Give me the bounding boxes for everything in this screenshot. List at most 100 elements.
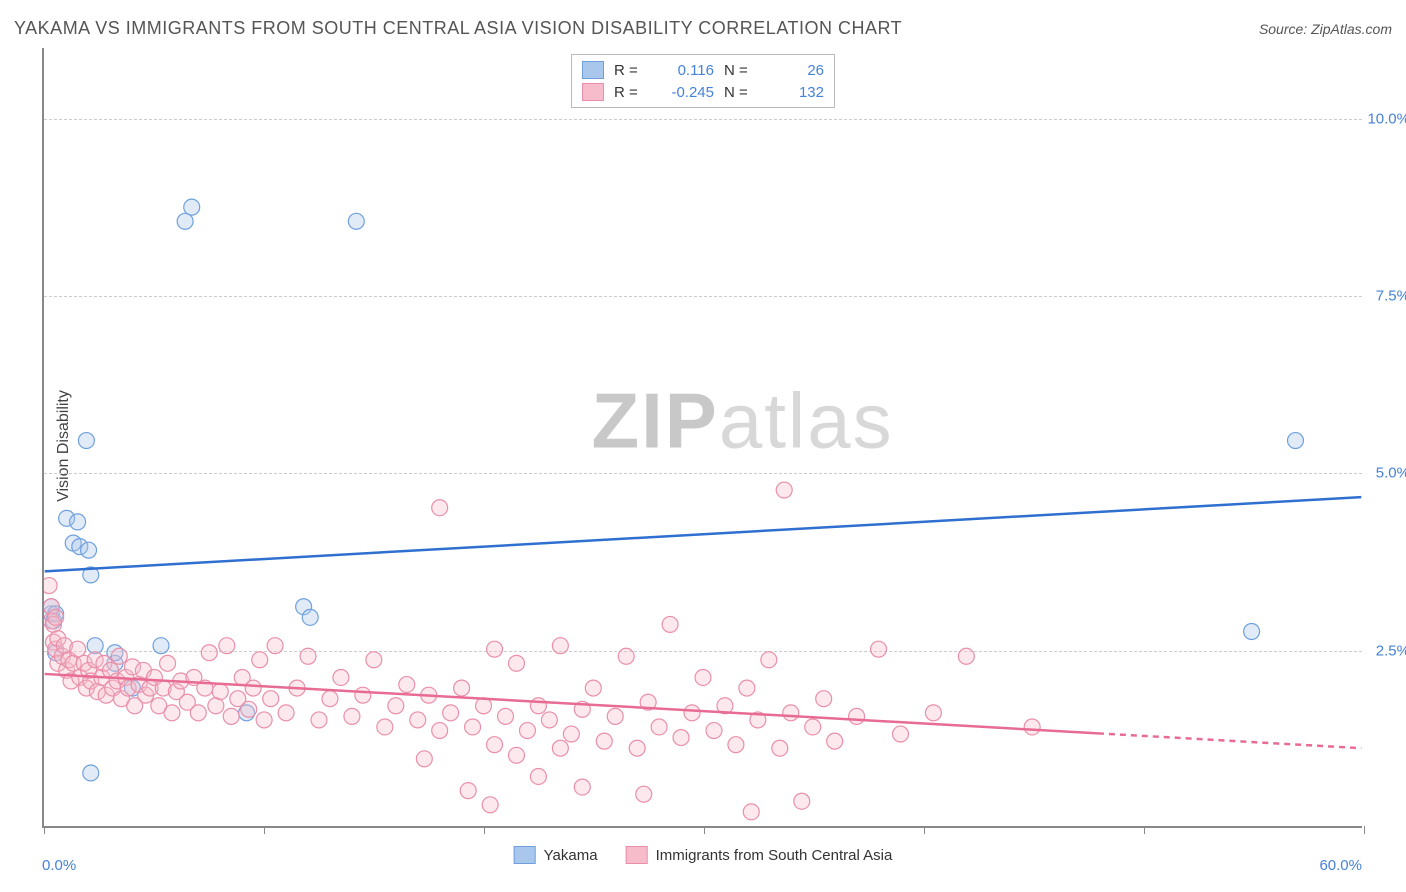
stat-r-value: 0.116 <box>656 62 714 79</box>
data-point <box>44 578 57 594</box>
data-point <box>366 652 382 668</box>
data-point <box>530 769 546 785</box>
x-axis-min-label: 0.0% <box>42 857 76 874</box>
data-point <box>530 698 546 714</box>
data-point <box>695 669 711 685</box>
y-tick-label: 2.5% <box>1376 642 1406 659</box>
data-point <box>263 691 279 707</box>
data-point <box>794 793 810 809</box>
x-tick <box>1144 826 1145 834</box>
stat-r-label: R = <box>614 62 646 79</box>
data-point <box>541 712 557 728</box>
data-point <box>487 737 503 753</box>
data-point <box>377 719 393 735</box>
data-point <box>618 648 634 664</box>
chart-canvas <box>44 48 1362 826</box>
y-tick-label: 5.0% <box>1376 465 1406 482</box>
data-point <box>70 514 86 530</box>
data-point <box>1024 719 1040 735</box>
data-point <box>629 740 645 756</box>
stat-n-label: N = <box>724 84 756 101</box>
data-point <box>816 691 832 707</box>
data-point <box>333 669 349 685</box>
data-point <box>48 609 64 625</box>
legend-label: Yakama <box>544 847 598 864</box>
legend-label: Immigrants from South Central Asia <box>656 847 893 864</box>
data-point <box>311 712 327 728</box>
data-point <box>223 708 239 724</box>
data-point <box>344 708 360 724</box>
data-point <box>416 751 432 767</box>
x-axis-max-label: 60.0% <box>1319 857 1362 874</box>
data-point <box>160 655 176 671</box>
x-tick <box>264 826 265 834</box>
trend-line-dashed <box>1098 733 1361 748</box>
data-point <box>465 719 481 735</box>
data-point <box>1287 433 1303 449</box>
data-point <box>871 641 887 657</box>
data-point <box>245 680 261 696</box>
plot-area: ZIPatlas 2.5%5.0%7.5%10.0% <box>42 48 1362 828</box>
data-point <box>673 730 689 746</box>
data-point <box>252 652 268 668</box>
legend-swatch <box>514 846 536 864</box>
data-point <box>190 705 206 721</box>
data-point <box>552 638 568 654</box>
data-point <box>81 542 97 558</box>
data-point <box>208 698 224 714</box>
stat-n-label: N = <box>724 62 756 79</box>
data-point <box>219 638 235 654</box>
data-point <box>893 726 909 742</box>
data-point <box>70 641 86 657</box>
stat-r-value: -0.245 <box>656 84 714 101</box>
chart-title: YAKAMA VS IMMIGRANTS FROM SOUTH CENTRAL … <box>14 18 902 39</box>
x-tick <box>704 826 705 834</box>
x-tick <box>924 826 925 834</box>
data-point <box>184 199 200 215</box>
data-point <box>241 701 257 717</box>
data-point <box>552 740 568 756</box>
legend-stats-row: R = 0.116 N = 26 <box>582 59 824 81</box>
chart-header: YAKAMA VS IMMIGRANTS FROM SOUTH CENTRAL … <box>14 18 1392 39</box>
data-point <box>460 783 476 799</box>
data-point <box>443 705 459 721</box>
data-point <box>498 708 514 724</box>
data-point <box>563 726 579 742</box>
data-point <box>212 684 228 700</box>
data-point <box>827 733 843 749</box>
data-point <box>607 708 623 724</box>
data-point <box>509 747 525 763</box>
data-point <box>256 712 272 728</box>
legend-item: Yakama <box>514 846 598 864</box>
data-point <box>509 655 525 671</box>
data-point <box>684 705 700 721</box>
data-point <box>1244 624 1260 640</box>
data-point <box>322 691 338 707</box>
stat-r-label: R = <box>614 84 646 101</box>
y-tick-label: 10.0% <box>1367 110 1406 127</box>
data-point <box>772 740 788 756</box>
data-point <box>596 733 612 749</box>
stat-n-value: 26 <box>766 62 824 79</box>
data-point <box>662 616 678 632</box>
legend-swatch <box>582 61 604 79</box>
data-point <box>83 765 99 781</box>
data-point <box>302 609 318 625</box>
data-point <box>267 638 283 654</box>
data-point <box>78 433 94 449</box>
data-point <box>300 648 316 664</box>
data-point <box>925 705 941 721</box>
data-point <box>743 804 759 820</box>
legend-stats-row: R =-0.245N =132 <box>582 81 824 103</box>
data-point <box>585 680 601 696</box>
data-point <box>651 719 667 735</box>
data-point <box>432 723 448 739</box>
data-point <box>355 687 371 703</box>
data-point <box>348 213 364 229</box>
data-point <box>177 213 193 229</box>
data-point <box>388 698 404 714</box>
x-tick <box>44 826 45 834</box>
chart-source: Source: ZipAtlas.com <box>1259 21 1392 37</box>
legend-swatch <box>626 846 648 864</box>
data-point <box>776 482 792 498</box>
